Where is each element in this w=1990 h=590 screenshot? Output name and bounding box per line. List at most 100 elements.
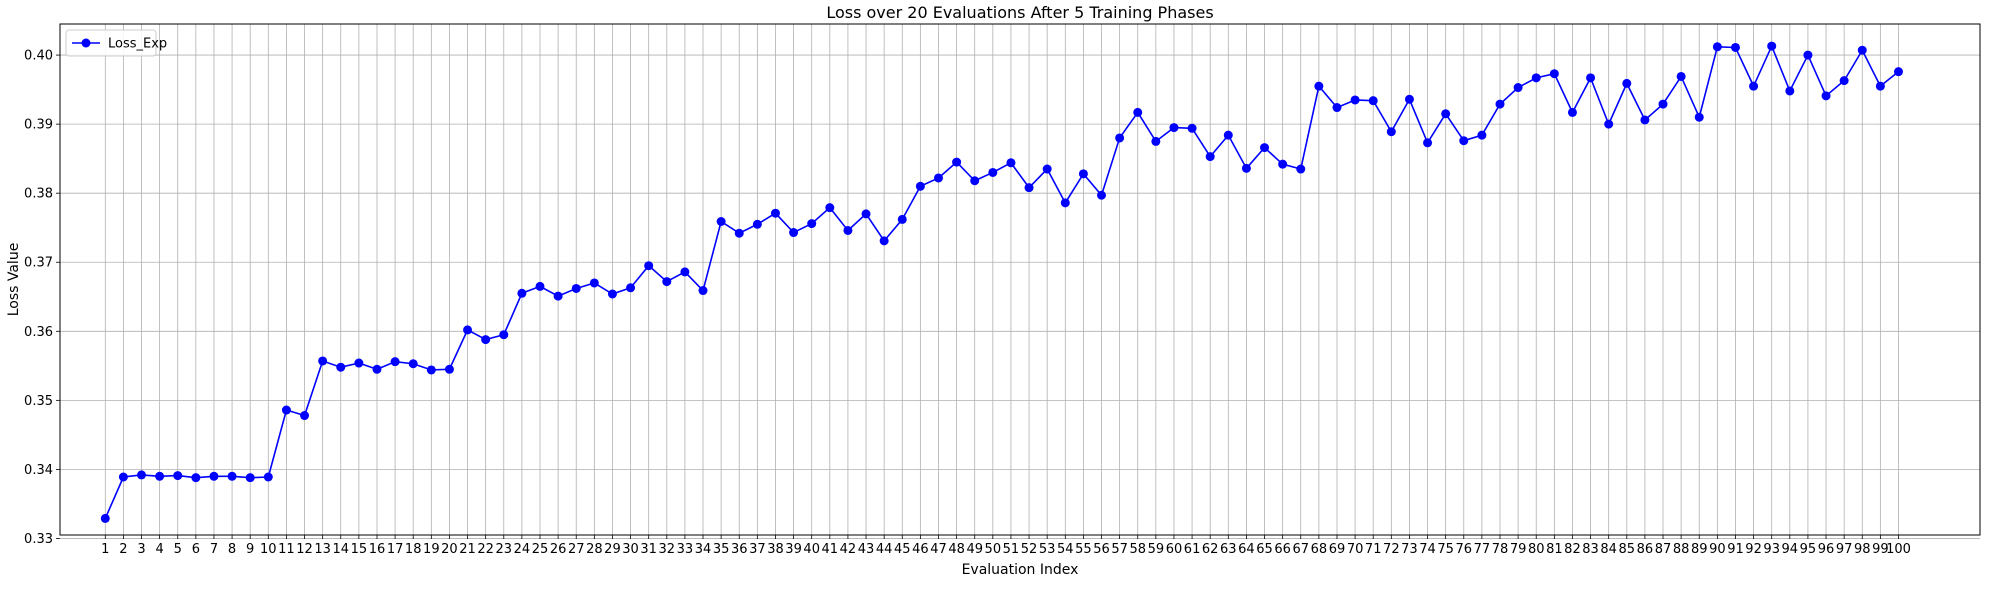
x-tick-label: 34 xyxy=(695,542,712,557)
series-line xyxy=(104,44,1899,519)
y-axis-label: Loss Value xyxy=(6,243,22,317)
x-tick-label: 58 xyxy=(1129,542,1146,557)
data-point xyxy=(1549,69,1559,79)
y-tick-label: 0.40 xyxy=(24,49,53,64)
x-tick-label: 66 xyxy=(1274,542,1291,557)
x-tick-label: 5 xyxy=(174,542,182,557)
x-tick-label: 74 xyxy=(1419,542,1436,557)
x-tick-label: 76 xyxy=(1456,542,1473,557)
data-point xyxy=(662,277,672,287)
data-point xyxy=(1024,183,1034,193)
y-tick-label: 0.36 xyxy=(24,325,53,340)
data-point xyxy=(1459,136,1469,146)
x-tick-label: 51 xyxy=(1003,542,1020,557)
data-point xyxy=(354,358,364,368)
data-point xyxy=(1730,42,1740,52)
x-tick-label: 49 xyxy=(966,542,983,557)
data-point xyxy=(191,473,201,483)
x-tick-label: 85 xyxy=(1619,542,1636,557)
x-tick-label: 17 xyxy=(387,542,404,557)
data-point xyxy=(1749,81,1759,91)
data-point xyxy=(137,470,147,480)
y-tick-label: 0.33 xyxy=(24,532,53,547)
x-tick-label: 77 xyxy=(1474,542,1491,557)
x-tick-label: 87 xyxy=(1655,542,1672,557)
x-tick-label: 3 xyxy=(137,542,145,557)
x-tick-label: 59 xyxy=(1148,542,1165,557)
data-point xyxy=(463,325,473,335)
x-tick-label: 56 xyxy=(1093,542,1110,557)
data-point xyxy=(716,216,726,226)
x-tick-label: 67 xyxy=(1292,542,1309,557)
x-tick-label: 22 xyxy=(477,542,494,557)
x-tick-label: 55 xyxy=(1075,542,1092,557)
data-point xyxy=(209,471,219,481)
x-tick-label: 45 xyxy=(894,542,911,557)
data-point xyxy=(1097,190,1107,200)
y-tick-label: 0.35 xyxy=(24,394,53,409)
x-tick-label: 64 xyxy=(1238,542,1255,557)
data-point xyxy=(970,176,980,186)
x-tick-label: 57 xyxy=(1111,542,1128,557)
x-tick-label: 99 xyxy=(1872,542,1889,557)
data-point xyxy=(444,364,454,374)
data-point xyxy=(553,291,563,301)
data-point xyxy=(1694,112,1704,122)
data-point xyxy=(879,236,889,246)
x-tick-label: 14 xyxy=(332,542,349,557)
y-tick-label: 0.37 xyxy=(24,256,53,271)
data-point xyxy=(861,209,871,219)
data-point xyxy=(1658,99,1668,109)
data-point xyxy=(807,219,817,229)
data-point xyxy=(1423,138,1433,148)
x-tick-label: 62 xyxy=(1202,542,1219,557)
data-point xyxy=(644,261,654,271)
data-point xyxy=(1531,73,1541,83)
data-point xyxy=(263,472,273,482)
data-point xyxy=(1586,73,1596,83)
data-point xyxy=(173,471,183,481)
data-point xyxy=(915,181,925,191)
data-point xyxy=(1078,169,1088,179)
x-tick-label: 47 xyxy=(930,542,947,557)
data-point xyxy=(1567,107,1577,117)
data-point xyxy=(1241,163,1251,173)
data-point xyxy=(825,203,835,213)
x-tick-label: 96 xyxy=(1818,542,1835,557)
data-point xyxy=(698,286,708,296)
data-point xyxy=(933,173,943,183)
x-tick-label: 37 xyxy=(749,542,766,557)
x-tick-label: 100 xyxy=(1886,542,1911,557)
y-tick-label: 0.38 xyxy=(24,187,53,202)
data-point xyxy=(1133,107,1143,117)
data-point xyxy=(752,219,762,229)
data-point xyxy=(336,362,346,372)
x-tick-label: 75 xyxy=(1437,542,1454,557)
y-axis-ticks: 0.33 0.34 0.35 0.36 0.37 0.38 0.39 0.40 xyxy=(24,49,60,547)
x-tick-label: 24 xyxy=(514,542,531,557)
data-point xyxy=(300,411,310,421)
x-tick-label: 46 xyxy=(912,542,929,557)
data-point xyxy=(1712,42,1722,52)
x-tick-label: 53 xyxy=(1039,542,1056,557)
x-tick-label: 21 xyxy=(459,542,476,557)
data-point xyxy=(1350,95,1360,105)
x-tick-label: 83 xyxy=(1582,542,1599,557)
data-point xyxy=(390,357,400,367)
legend-marker xyxy=(81,38,91,48)
x-tick-label: 80 xyxy=(1528,542,1545,557)
x-tick-label: 70 xyxy=(1347,542,1364,557)
x-tick-label: 31 xyxy=(640,542,657,557)
x-tick-label: 8 xyxy=(228,542,236,557)
data-point xyxy=(1767,41,1777,51)
x-tick-label: 26 xyxy=(550,542,567,557)
x-tick-label: 2 xyxy=(119,542,127,557)
x-tick-label: 7 xyxy=(210,542,218,557)
x-tick-label: 9 xyxy=(246,542,254,557)
data-point xyxy=(245,473,255,483)
x-tick-label: 12 xyxy=(296,542,313,557)
x-tick-label: 82 xyxy=(1564,542,1581,557)
x-tick-label: 19 xyxy=(423,542,440,557)
x-tick-label: 1 xyxy=(101,542,109,557)
x-tick-label: 79 xyxy=(1510,542,1527,557)
